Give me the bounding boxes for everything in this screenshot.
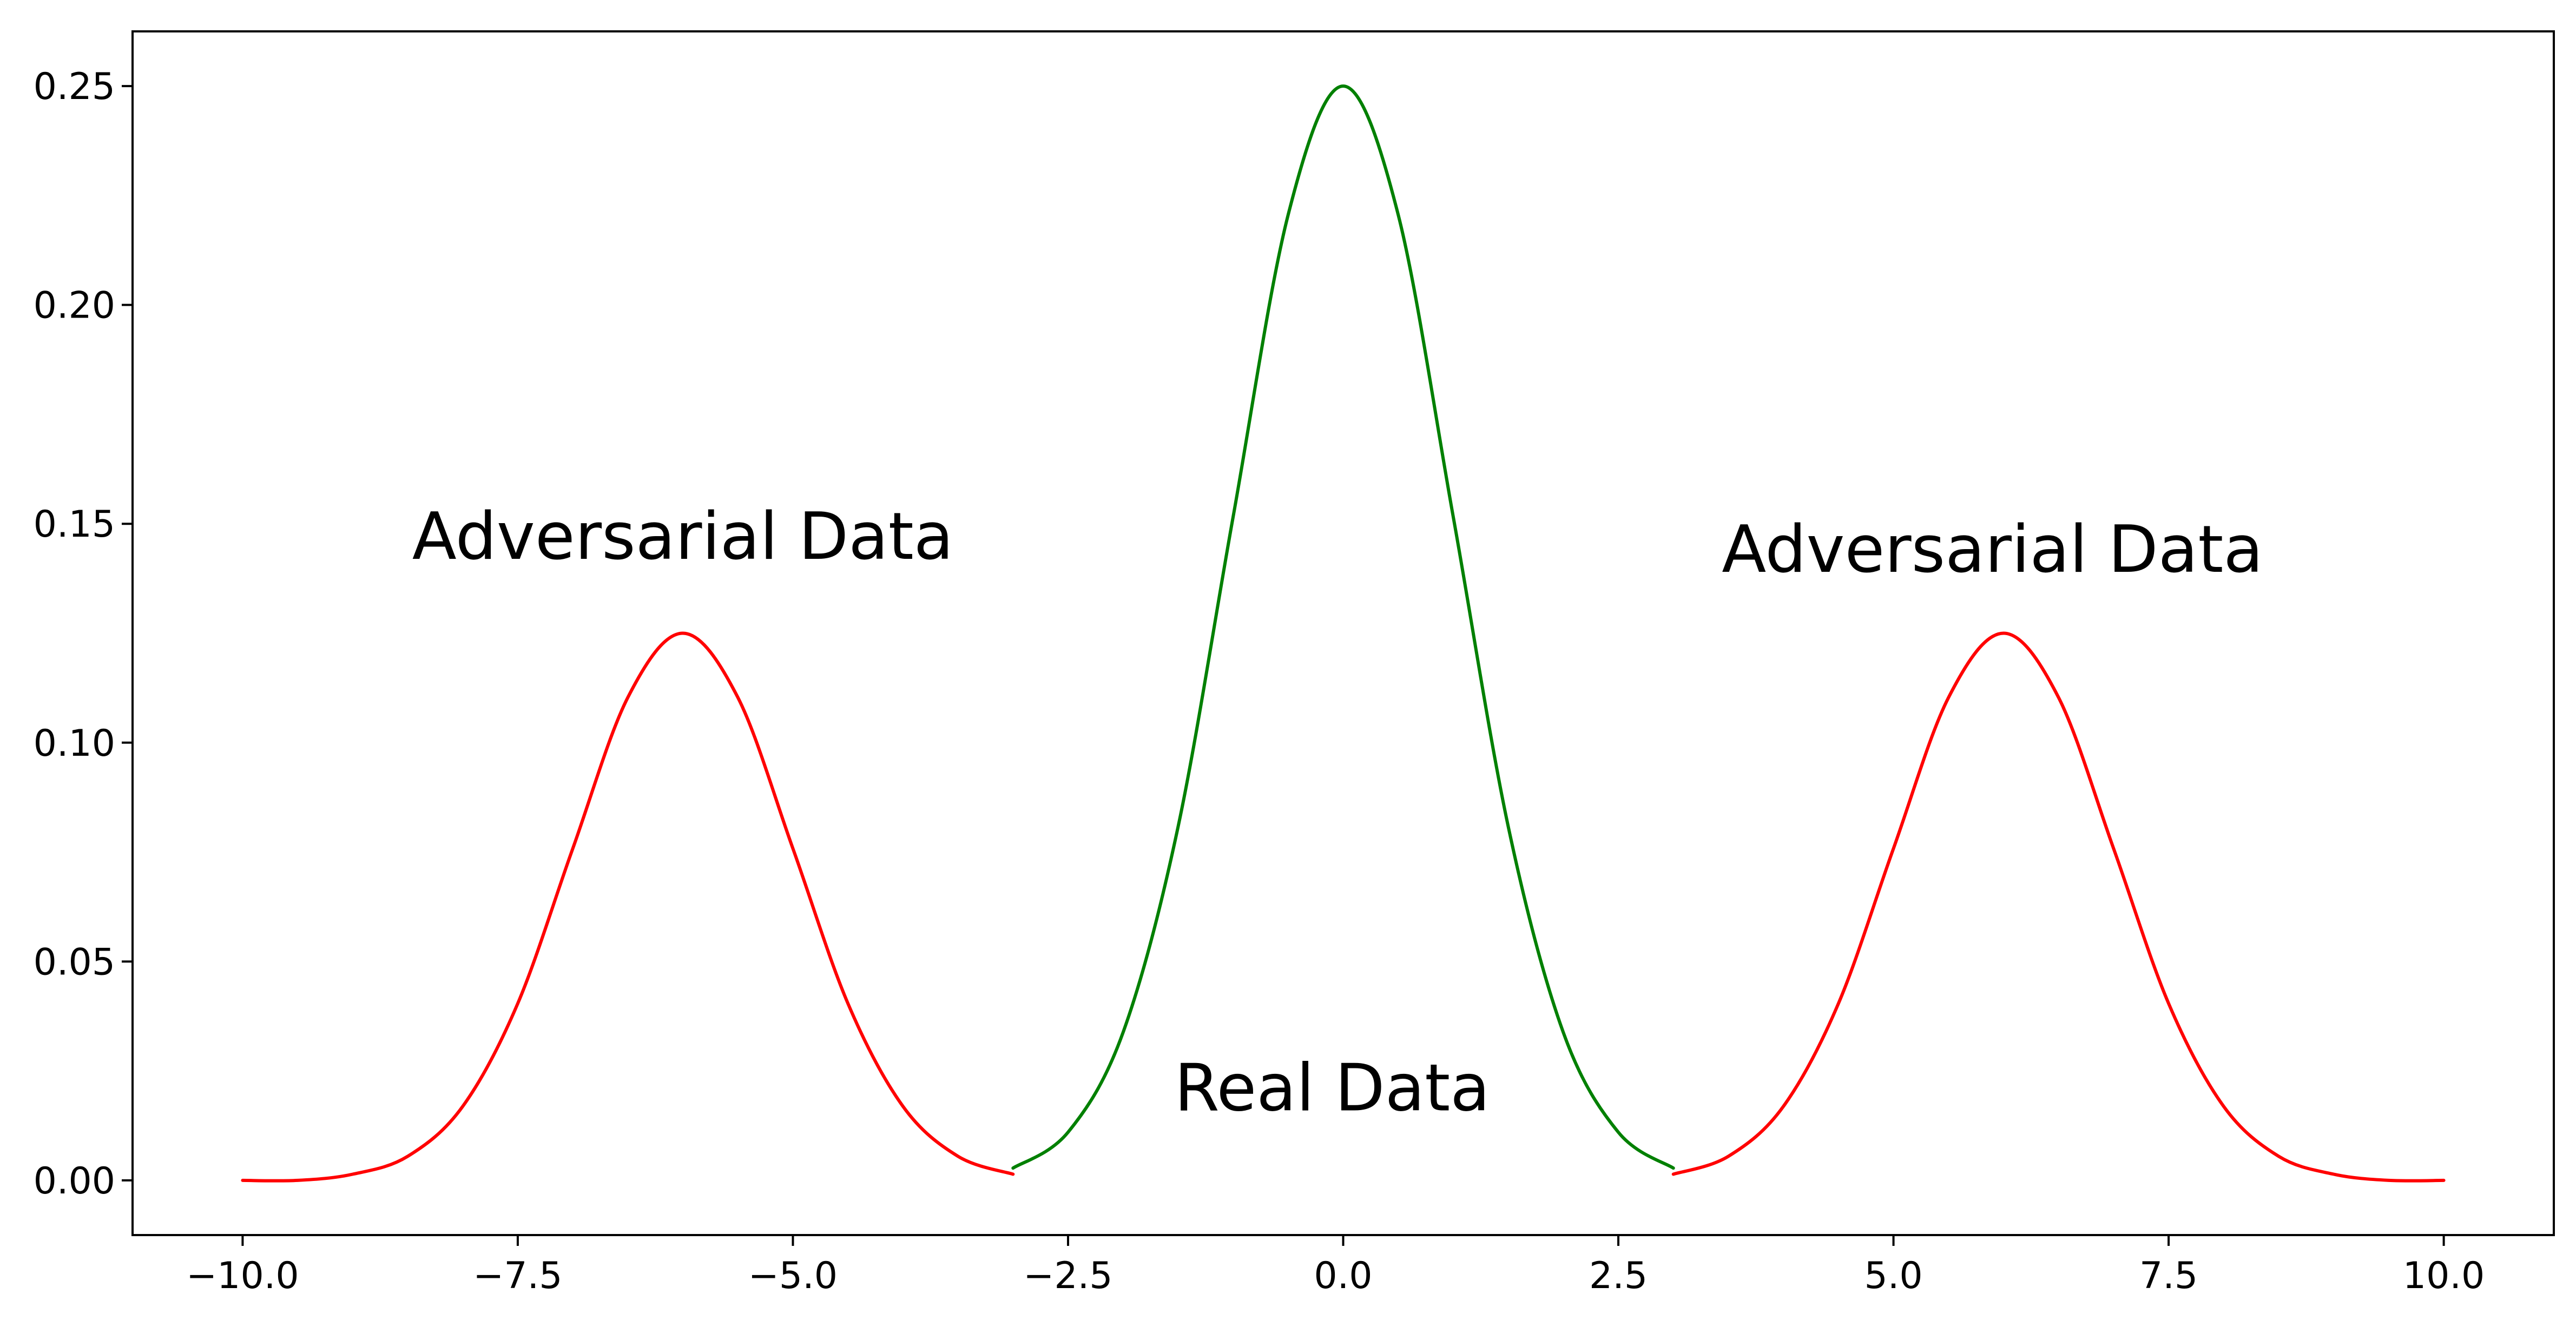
annotation-layer: Adversarial Data Real Data Adversarial Dat… bbox=[412, 499, 2263, 1126]
x-tick-label: −10.0 bbox=[186, 1255, 299, 1297]
x-tick-label: 10.0 bbox=[2403, 1255, 2485, 1297]
series-line-1 bbox=[241, 631, 1015, 1183]
x-axis: −10.0 −7.5 −5.0 −2.5 0.0 2.5 5.0 7.5 10.0 bbox=[186, 1235, 2485, 1297]
annotation-label: Adversarial Data bbox=[412, 499, 954, 575]
x-tick-label: −5.0 bbox=[748, 1255, 838, 1297]
x-tick-label: 7.5 bbox=[2139, 1255, 2198, 1297]
y-axis: 0.00 0.05 0.10 0.15 0.20 0.25 bbox=[34, 65, 133, 1203]
y-tick-label: 0.20 bbox=[34, 285, 115, 327]
y-tick-label: 0.15 bbox=[34, 503, 115, 546]
x-tick-label: −7.5 bbox=[473, 1255, 562, 1297]
y-tick-label: 0.25 bbox=[34, 65, 115, 108]
x-tick-label: 5.0 bbox=[1864, 1255, 1922, 1297]
x-tick-label: 2.5 bbox=[1589, 1255, 1648, 1297]
plot-layer bbox=[241, 84, 2446, 1183]
annotation-label: Adversarial Data bbox=[1722, 512, 2263, 588]
annotation-label: Real Data bbox=[1174, 1051, 1490, 1126]
y-tick-label: 0.10 bbox=[34, 722, 115, 765]
x-tick-label: 0.0 bbox=[1314, 1255, 1372, 1297]
series-line-3 bbox=[1671, 631, 2446, 1183]
series-line-2 bbox=[1011, 84, 1675, 1170]
x-tick-label: −2.5 bbox=[1023, 1255, 1112, 1297]
y-tick-label: 0.05 bbox=[34, 941, 115, 984]
y-tick-label: 0.00 bbox=[34, 1160, 115, 1203]
